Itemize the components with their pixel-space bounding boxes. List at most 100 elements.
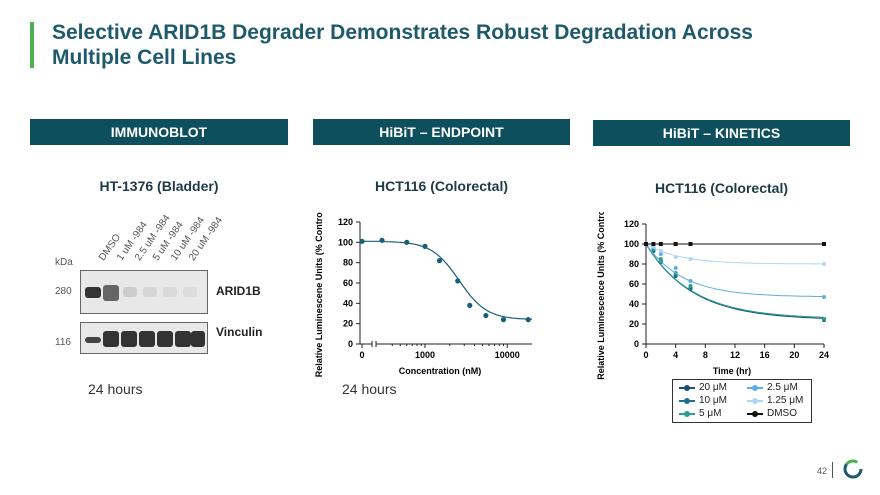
vinculin-label: Vinculin <box>216 325 263 339</box>
legend-item: 2.5 μM <box>747 382 798 393</box>
arid1b-label: ARID1B <box>216 284 261 298</box>
data-point <box>467 302 473 308</box>
page-number: 42 <box>817 466 828 476</box>
x-tick-label: 24 <box>819 350 829 360</box>
marker-116: 116 <box>55 337 71 348</box>
x-tick-label: 10000 <box>495 350 520 360</box>
page-divider <box>832 462 833 478</box>
kinetics-header: HiBiT – KINETICS <box>593 120 850 146</box>
legend-marker <box>747 410 763 417</box>
x-tick-label: 8 <box>703 350 708 360</box>
data-point <box>822 242 826 246</box>
immunoblot-duration: 24 hours <box>88 381 143 397</box>
y-tick-label: 20 <box>629 319 639 329</box>
x-tick-label: 12 <box>730 350 740 360</box>
data-point <box>658 242 663 246</box>
legend-item: DMSO <box>747 408 797 419</box>
y-tick-label: 40 <box>343 298 353 308</box>
y-tick-label: 80 <box>343 258 353 268</box>
data-point <box>404 239 410 245</box>
vinculin-blot <box>80 322 208 354</box>
data-point <box>822 295 826 299</box>
data-point <box>673 266 678 270</box>
data-point <box>658 249 663 253</box>
x-tick-label: 20 <box>789 350 799 360</box>
legend-marker <box>679 410 695 417</box>
x-tick-label: 4 <box>673 350 678 360</box>
legend-item: 20 μM <box>679 382 727 393</box>
band <box>191 331 205 347</box>
x-tick-label: 16 <box>760 350 770 360</box>
legend-label: 20 μM <box>699 382 727 393</box>
data-point <box>500 317 507 323</box>
legend-label: DMSO <box>767 408 797 419</box>
kinetics-x-axis-label: Time (hr) <box>713 366 751 376</box>
band <box>157 331 173 347</box>
band <box>163 287 177 297</box>
band <box>121 331 137 347</box>
x-tick-label: 1000 <box>415 350 435 360</box>
company-logo-icon <box>843 459 863 479</box>
data-point <box>525 317 531 323</box>
legend-item: 10 μM <box>679 395 727 406</box>
data-point <box>455 278 461 284</box>
kda-label: kDa <box>55 257 73 268</box>
slide-title: Selective ARID1B Degrader Demonstrates R… <box>52 21 753 69</box>
legend-item: 1.25 μM <box>747 395 803 406</box>
immunoblot-header: IMMUNOBLOT <box>30 119 288 145</box>
y-tick-label: 0 <box>634 339 639 349</box>
y-tick-label: 100 <box>624 239 639 249</box>
endpoint-duration: 24 hours <box>342 381 397 397</box>
band <box>175 331 191 347</box>
band <box>85 287 101 298</box>
data-point <box>422 243 428 249</box>
band <box>143 287 157 297</box>
legend-label: 1.25 μM <box>767 395 804 406</box>
y-tick-label: 60 <box>343 278 353 288</box>
legend-label: 5 μM <box>699 408 722 419</box>
y-tick-label: 60 <box>629 279 639 289</box>
legend-marker <box>747 397 763 404</box>
y-tick-label: 100 <box>338 237 353 247</box>
band <box>103 285 119 301</box>
data-point <box>436 258 443 264</box>
data-point <box>658 252 663 256</box>
data-point <box>688 242 693 246</box>
y-tick-label: 20 <box>343 319 353 329</box>
data-point <box>822 317 826 321</box>
kinetics-legend: 20 μM 2.5 μM 10 μM 1.25 μM 5 μM DMSO <box>672 379 812 423</box>
data-point <box>673 242 678 246</box>
data-point <box>651 242 656 246</box>
legend-marker <box>747 384 763 391</box>
legend-label: 2.5 μM <box>767 382 798 393</box>
legend-marker <box>679 397 695 404</box>
y-tick-label: 120 <box>338 217 353 227</box>
endpoint-dose-response-chart: 0 20 40 60 80 100 120 0 1000 10000 Concentration … <box>314 212 533 377</box>
arid1b-blot <box>80 270 208 314</box>
immunoblot-cell-line: HT-1376 (Bladder) <box>99 178 219 194</box>
kinetics-cell-line: HCT116 (Colorectal) <box>654 180 789 196</box>
y-tick-label: 120 <box>624 219 639 229</box>
y-tick-label: 80 <box>629 259 639 269</box>
data-point <box>379 237 385 243</box>
data-point <box>483 312 489 319</box>
y-tick-label: 40 <box>629 299 639 309</box>
y-tick-label: 0 <box>348 339 353 349</box>
title-accent-bar <box>30 22 34 68</box>
band <box>139 331 155 347</box>
band <box>85 337 101 343</box>
legend-label: 10 μM <box>699 395 727 406</box>
data-point <box>673 255 678 259</box>
data-point <box>822 262 826 266</box>
marker-280: 280 <box>55 286 72 297</box>
series-line <box>645 243 825 298</box>
legend-item: 5 μM <box>679 408 721 419</box>
data-point <box>359 238 365 244</box>
band <box>103 331 119 347</box>
data-point <box>688 279 693 283</box>
data-point <box>688 257 693 261</box>
endpoint-y-axis-label: Relative Luminescene Units (% Control) <box>314 212 324 377</box>
endpoint-cell-line: HCT116 (Colorectal) <box>374 178 509 194</box>
band <box>183 287 197 297</box>
band <box>123 287 137 297</box>
